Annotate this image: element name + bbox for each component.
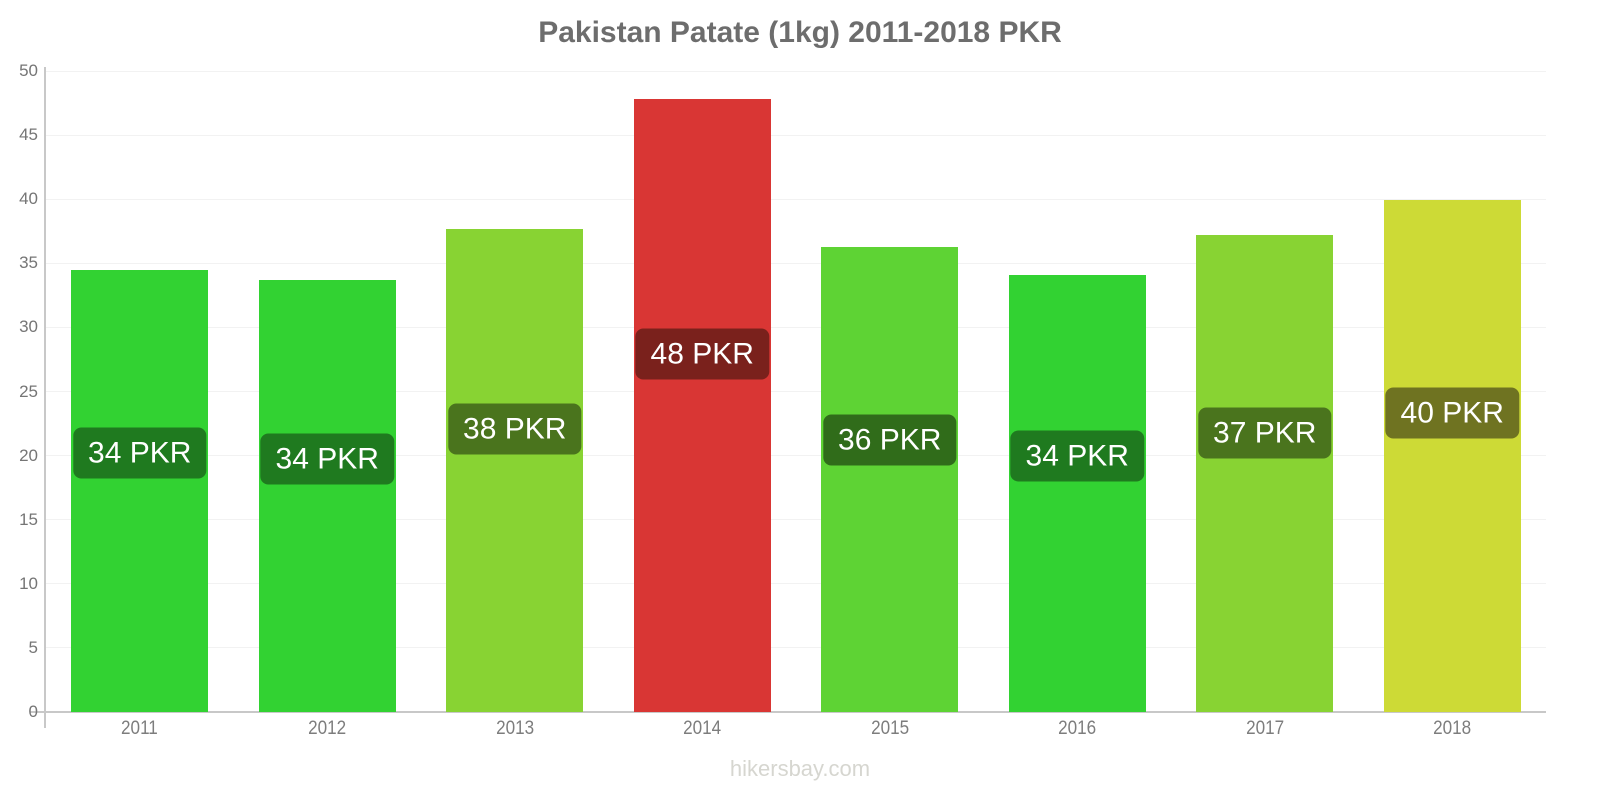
bar-2016[interactable]: 34 PKR [1008, 274, 1146, 712]
y-axis-tick-label: 0 [28, 702, 38, 721]
bar-2011[interactable]: 34 PKR [71, 269, 209, 712]
gridline [46, 519, 1546, 521]
x-axis-label-2017: 2017 [1245, 718, 1284, 739]
bar-value-label: 36 PKR [823, 414, 957, 466]
bar-value-label: 40 PKR [1385, 387, 1519, 439]
y-axis-tick-label: 35 [19, 253, 38, 273]
bar-2015[interactable]: 36 PKR [821, 246, 959, 712]
y-axis-tick-label: 50 [19, 61, 38, 80]
y-axis-tick-label: 5 [28, 637, 38, 657]
y-axis-tick-label: 30 [19, 317, 38, 337]
bar-value-label: 34 PKR [1010, 430, 1144, 482]
y-axis-tick-label: 15 [19, 509, 38, 529]
y-axis-tick-label: 10 [19, 573, 38, 593]
x-axis-line [30, 711, 1546, 713]
bar-value-label: 34 PKR [73, 427, 207, 479]
x-axis-label-2014: 2014 [683, 718, 722, 739]
y-axis-tick-label: 20 [19, 445, 38, 465]
bar-value-label: 38 PKR [448, 403, 582, 455]
gridline [46, 262, 1546, 264]
y-axis-tick-label: 40 [19, 189, 38, 209]
bar-2013[interactable]: 38 PKR [446, 228, 584, 712]
bar-2014[interactable]: 48 PKR [633, 99, 771, 712]
chart-title: Pakistan Patate (1kg) 2011-2018 PKR [538, 16, 1062, 49]
x-axis-label-2013: 2013 [495, 718, 534, 739]
gridline [46, 70, 1546, 72]
bar-value-label: 37 PKR [1198, 407, 1332, 459]
x-axis-label-2016: 2016 [1058, 718, 1097, 739]
y-axis-line [44, 67, 46, 728]
gridline [46, 391, 1546, 392]
bar-2012[interactable]: 34 PKR [258, 279, 396, 712]
y-axis-tick-label: 25 [19, 381, 38, 401]
gridline [46, 583, 1546, 585]
gridline [46, 455, 1546, 457]
bar-value-label: 34 PKR [260, 433, 394, 485]
x-axis-label-2011: 2011 [121, 718, 159, 739]
bar-value-label: 48 PKR [635, 328, 769, 379]
watermark: hikersbay.com [729, 756, 871, 781]
bar-2018[interactable]: 40 PKR [1383, 200, 1521, 712]
gridline [46, 134, 1546, 136]
x-axis-label-2018: 2018 [1433, 718, 1472, 739]
x-axis-label-2015: 2015 [870, 718, 909, 739]
gridline [46, 326, 1546, 328]
y-axis-tick-label: 45 [19, 125, 38, 145]
x-axis-label-2012: 2012 [308, 718, 347, 739]
gridline [46, 647, 1546, 649]
gridline [46, 198, 1546, 200]
bar-2017[interactable]: 37 PKR [1196, 235, 1334, 712]
